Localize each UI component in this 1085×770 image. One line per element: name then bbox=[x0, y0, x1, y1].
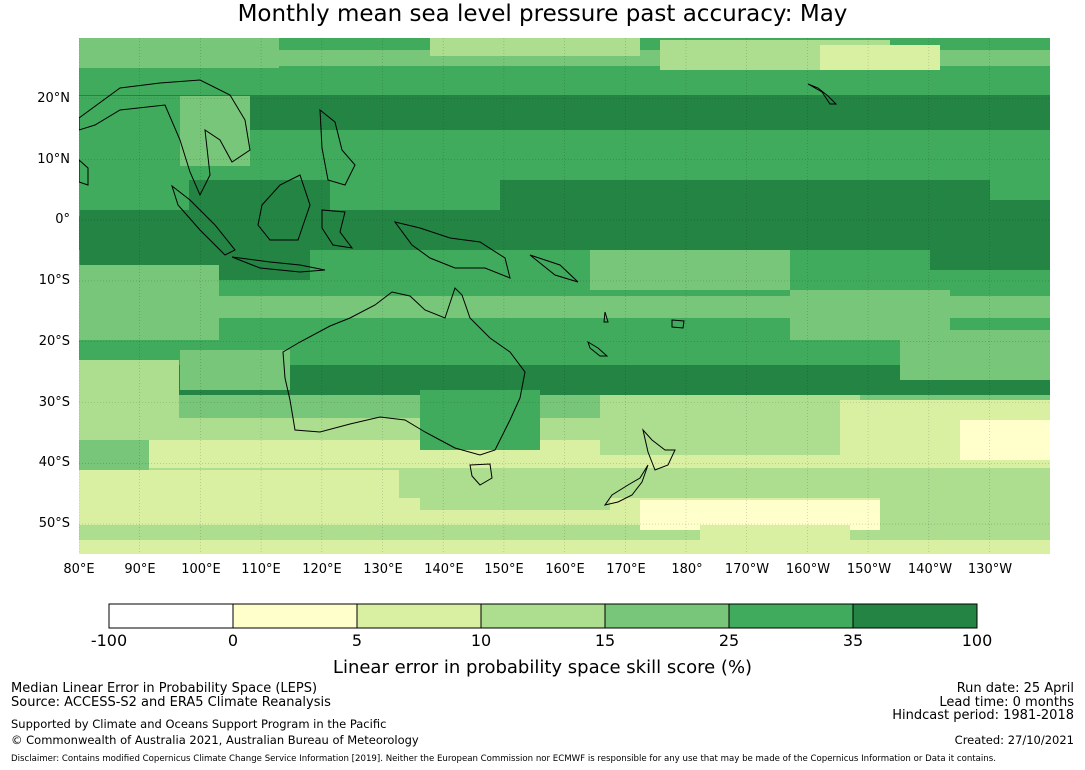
java-coast bbox=[231, 256, 326, 273]
skill-patch bbox=[960, 420, 1050, 460]
colorbar-label: 0 bbox=[227, 631, 239, 650]
skill-band bbox=[79, 66, 1050, 95]
colorbar-segment bbox=[729, 604, 853, 628]
skill-patch bbox=[79, 470, 399, 505]
lon-label: 140°W bbox=[907, 562, 953, 577]
skill-patch bbox=[79, 96, 189, 216]
skill-patch bbox=[430, 38, 640, 56]
skill-patch bbox=[990, 140, 1050, 200]
sri-lanka-coast bbox=[79, 159, 89, 186]
lon-label: 130°W bbox=[967, 562, 1013, 577]
chart-title: Monthly mean sea level pressure past acc… bbox=[237, 1, 848, 27]
philippines-coast bbox=[319, 108, 356, 186]
tasmania-coast bbox=[469, 463, 493, 486]
lon-label: 90°E bbox=[124, 562, 156, 577]
colorbar-segment bbox=[357, 604, 481, 628]
lon-label: 160°W bbox=[785, 562, 831, 577]
colorbar-segment bbox=[853, 604, 977, 628]
footer-hindcast-period: Hindcast period: 1981-2018 bbox=[892, 708, 1074, 723]
skill-patch bbox=[180, 350, 290, 390]
colorbar-label: 5 bbox=[351, 631, 363, 650]
lat-label: 20°S bbox=[38, 334, 70, 349]
australia-coast bbox=[282, 287, 526, 456]
nz-north-island bbox=[642, 428, 676, 471]
new-guinea-coast bbox=[393, 221, 511, 279]
colorbar-segment bbox=[233, 604, 357, 628]
lon-label: 170°W bbox=[724, 562, 770, 577]
indochina-coast bbox=[79, 79, 251, 197]
lat-label: 50°S bbox=[38, 516, 70, 531]
fiji-coast bbox=[671, 319, 685, 329]
borneo-coast bbox=[257, 174, 311, 241]
lon-label: 130°E bbox=[363, 562, 403, 577]
skill-patch bbox=[79, 360, 179, 420]
colorbar-label: 15 bbox=[594, 631, 616, 650]
footer-source: Source: ACCESS-S2 and ERA5 Climate Reana… bbox=[11, 695, 331, 710]
footer-lead-time: Lead time: 0 months bbox=[939, 695, 1074, 710]
skill-patch bbox=[79, 38, 279, 68]
skill-bands bbox=[79, 38, 1050, 554]
skill-patch bbox=[600, 395, 860, 455]
lon-label: 110°E bbox=[241, 562, 281, 577]
colorbar-segment bbox=[109, 604, 233, 628]
lon-label: 150°W bbox=[846, 562, 892, 577]
lon-label: 160°E bbox=[545, 562, 585, 577]
colorbar-segment bbox=[481, 604, 605, 628]
sumatra-coast bbox=[171, 184, 236, 256]
nz-south-island bbox=[603, 464, 649, 506]
footer-disclaimer: Disclaimer: Contains modified Copernicus… bbox=[11, 754, 996, 764]
skill-patch bbox=[330, 170, 500, 210]
skill-patch bbox=[900, 330, 1050, 380]
skill-patch bbox=[420, 470, 610, 510]
colorbar-label: 100 bbox=[961, 631, 993, 650]
colorbar-title: Linear error in probability space skill … bbox=[332, 657, 753, 678]
lon-label: 170°E bbox=[606, 562, 646, 577]
lat-label: 20°N bbox=[37, 91, 70, 106]
colorbar-outline bbox=[108, 603, 978, 629]
lat-label: 30°S bbox=[38, 395, 70, 410]
coastlines bbox=[79, 79, 838, 506]
lon-label: 120°E bbox=[302, 562, 342, 577]
colorbar-label: 25 bbox=[718, 631, 740, 650]
colorbar-label: 10 bbox=[470, 631, 492, 650]
hawaii-coast bbox=[807, 83, 838, 105]
lat-label: 0° bbox=[55, 212, 70, 227]
skill-patch bbox=[820, 45, 940, 70]
vanuatu-coast bbox=[603, 311, 609, 323]
skill-patch bbox=[500, 140, 750, 180]
lon-label: 80°E bbox=[63, 562, 95, 577]
new-caledonia-coast bbox=[587, 340, 609, 357]
lon-label: 140°E bbox=[424, 562, 464, 577]
map-grid bbox=[79, 38, 1050, 554]
footer-method: Median Linear Error in Probability Space… bbox=[11, 681, 318, 696]
lat-label: 10°S bbox=[38, 273, 70, 288]
lat-label: 10°N bbox=[37, 152, 70, 167]
skill-patch bbox=[420, 390, 540, 450]
solomon-coast bbox=[529, 254, 579, 283]
colorbar-label: 35 bbox=[842, 631, 864, 650]
lon-label: 100°E bbox=[181, 562, 221, 577]
sulawesi-coast bbox=[321, 209, 354, 249]
skill-patch bbox=[700, 525, 850, 554]
footer-created: Created: 27/10/2021 bbox=[954, 733, 1074, 747]
lon-label: 180° bbox=[671, 562, 703, 577]
skill-patch bbox=[79, 440, 149, 470]
footer-copyright: © Commonwealth of Australia 2021, Austra… bbox=[11, 733, 419, 747]
skill-patch bbox=[880, 490, 1050, 530]
lon-label: 150°E bbox=[484, 562, 524, 577]
lat-label: 40°S bbox=[38, 455, 70, 470]
skill-patch bbox=[79, 265, 219, 340]
footer-run-date: Run date: 25 April bbox=[956, 681, 1074, 696]
colorbar bbox=[108, 603, 978, 629]
colorbar-segment bbox=[605, 604, 729, 628]
footer-support: Supported by Climate and Oceans Support … bbox=[11, 717, 387, 731]
skill-patch bbox=[930, 210, 1050, 270]
skill-patch bbox=[590, 250, 790, 290]
colorbar-label: -100 bbox=[90, 631, 128, 650]
skill-patch bbox=[180, 96, 250, 166]
